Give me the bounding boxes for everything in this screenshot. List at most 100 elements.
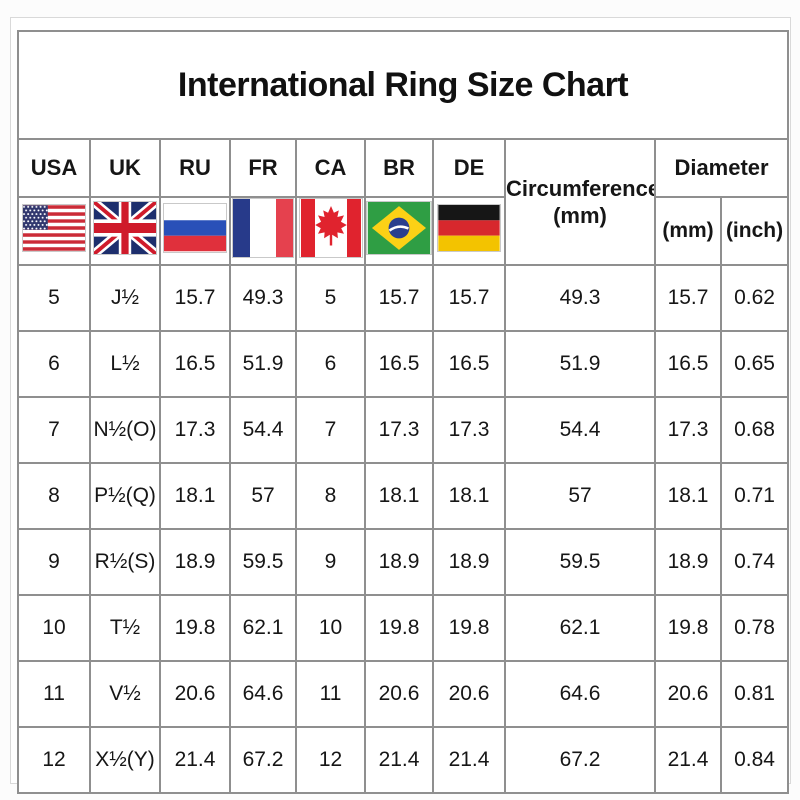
table-cell: 12 <box>295 726 366 794</box>
germany-flag-icon <box>437 204 501 252</box>
table-cell: L½ <box>89 330 161 398</box>
flag-cell-ca <box>295 196 366 266</box>
table-cell: 19.8 <box>364 594 434 662</box>
table-cell: 15.7 <box>654 264 722 332</box>
circumference-unit: (mm) <box>553 203 607 228</box>
table-cell: 17.3 <box>364 396 434 464</box>
table-cell: 57 <box>504 462 656 530</box>
table-cell: 17.3 <box>432 396 506 464</box>
table-cell: 17.3 <box>654 396 722 464</box>
canada-flag-icon <box>298 199 363 258</box>
table-cell: 6 <box>17 330 91 398</box>
diameter-header: Diameter <box>653 138 790 198</box>
flag-row: (mm) (inch) <box>17 196 790 266</box>
table-cell: 19.8 <box>654 594 722 662</box>
table-cell: V½ <box>89 660 161 728</box>
flag-cell-uk <box>89 196 161 266</box>
table-cell: 0.78 <box>719 594 790 662</box>
usa-flag-icon <box>22 204 86 252</box>
column-header-br: BR <box>364 138 434 198</box>
diameter-unit-mm: (mm) <box>654 196 722 266</box>
table-cell: P½(Q) <box>89 462 161 530</box>
table-cell: 54.4 <box>504 396 656 464</box>
table-cell: 11 <box>17 660 91 728</box>
title-cell: International Ring Size Chart <box>16 30 790 140</box>
table-cell: 67.2 <box>229 726 297 794</box>
table-cell: 12 <box>17 726 91 794</box>
table-cell: 0.68 <box>719 396 790 464</box>
page-title: International Ring Size Chart <box>177 65 629 104</box>
table-cell: 67.2 <box>504 726 656 794</box>
table-row: 9 R½(S) 18.9 59.5 9 18.9 18.9 59.5 18.9 0.74 <box>17 528 790 596</box>
table-cell: R½(S) <box>89 528 161 596</box>
table-cell: 18.1 <box>159 462 231 530</box>
table-cell: 49.3 <box>504 264 656 332</box>
table-cell: 20.6 <box>159 660 231 728</box>
table-cell: 18.9 <box>364 528 434 596</box>
table-cell: 5 <box>295 264 366 332</box>
table-cell: 6 <box>295 330 366 398</box>
table-cell: 10 <box>17 594 91 662</box>
table-cell: 16.5 <box>654 330 722 398</box>
column-header-row: USA UK RU FR CA BR DE Circumference (mm)… <box>17 138 790 266</box>
table-cell: J½ <box>89 264 161 332</box>
table-cell: 5 <box>17 264 91 332</box>
table-cell: 51.9 <box>229 330 297 398</box>
circumference-header: Circumference (mm) <box>504 138 656 266</box>
table-cell: 18.1 <box>654 462 722 530</box>
table-cell: 8 <box>17 462 91 530</box>
table-cell: 10 <box>295 594 366 662</box>
table-cell: 18.9 <box>432 528 506 596</box>
uk-flag-icon <box>93 201 157 255</box>
flag-cell-br <box>364 196 434 266</box>
flag-cell-de <box>432 196 506 266</box>
table-cell: 51.9 <box>504 330 656 398</box>
table-cell: 0.65 <box>719 330 790 398</box>
table-cell: 18.1 <box>364 462 434 530</box>
column-header-ru: RU <box>159 138 231 198</box>
table-row: 6 L½ 16.5 51.9 6 16.5 16.5 51.9 16.5 0.65 <box>17 330 790 398</box>
flag-cell-usa <box>17 196 91 266</box>
flag-cell-ru <box>159 196 231 266</box>
flag-cell-fr <box>229 196 297 266</box>
table-row: 8 P½(Q) 18.1 57 8 18.1 18.1 57 18.1 0.71 <box>17 462 790 530</box>
table-cell: 59.5 <box>504 528 656 596</box>
table-cell: N½(O) <box>89 396 161 464</box>
table-cell: 21.4 <box>159 726 231 794</box>
diameter-unit-inch: (inch) <box>719 196 790 266</box>
table-cell: 64.6 <box>229 660 297 728</box>
column-header-uk: UK <box>89 138 161 198</box>
column-header-fr: FR <box>229 138 297 198</box>
ring-size-table: International Ring Size Chart USA UK RU … <box>16 30 790 794</box>
table-cell: 20.6 <box>654 660 722 728</box>
table-cell: T½ <box>89 594 161 662</box>
table-cell: 18.1 <box>432 462 506 530</box>
table-cell: 8 <box>295 462 366 530</box>
column-header-usa: USA <box>17 138 91 198</box>
table-cell: 59.5 <box>229 528 297 596</box>
table-cell: 21.4 <box>364 726 434 794</box>
table-row: 5 J½ 15.7 49.3 5 15.7 15.7 49.3 15.7 0.62 <box>17 264 790 332</box>
table-cell: 20.6 <box>364 660 434 728</box>
table-cell: 62.1 <box>229 594 297 662</box>
france-flag-icon <box>232 199 294 258</box>
table-cell: 15.7 <box>364 264 434 332</box>
table-row: 10 T½ 19.8 62.1 10 19.8 19.8 62.1 19.8 0.78 <box>17 594 790 662</box>
table-cell: 16.5 <box>159 330 231 398</box>
table-cell: 21.4 <box>432 726 506 794</box>
column-header-ca: CA <box>295 138 366 198</box>
table-cell: 0.62 <box>719 264 790 332</box>
table-cell: 15.7 <box>432 264 506 332</box>
table-cell: 7 <box>295 396 366 464</box>
table-cell: 19.8 <box>159 594 231 662</box>
table-cell: 9 <box>17 528 91 596</box>
circumference-label: Circumference <box>506 175 655 201</box>
brazil-flag-icon <box>367 201 431 255</box>
column-header-de: DE <box>432 138 506 198</box>
table-cell: 0.84 <box>719 726 790 794</box>
russia-flag-icon <box>163 203 227 253</box>
table-cell: 16.5 <box>364 330 434 398</box>
table-cell: 20.6 <box>432 660 506 728</box>
table-cell: 7 <box>17 396 91 464</box>
table-row: 7 N½(O) 17.3 54.4 7 17.3 17.3 54.4 17.3 0.68 <box>17 396 790 464</box>
